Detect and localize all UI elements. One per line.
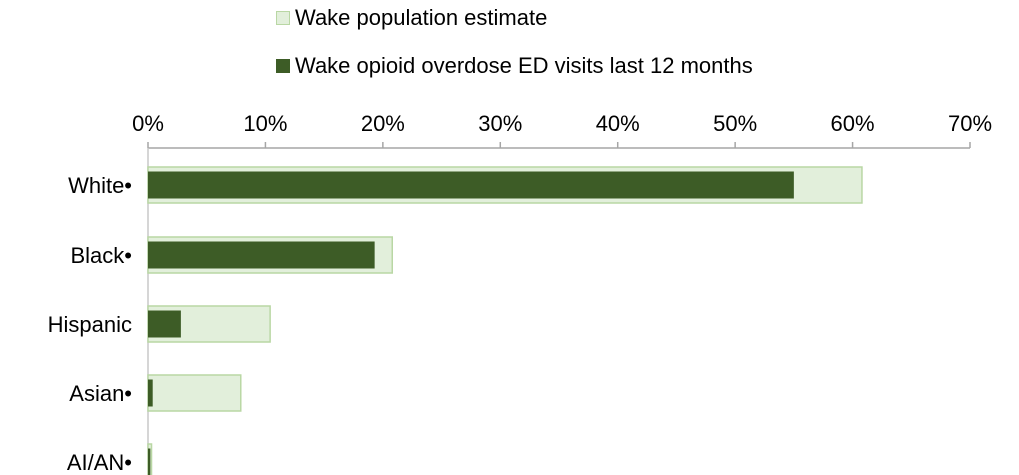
category-label: AI/AN• <box>67 450 132 475</box>
bar-population <box>147 374 242 412</box>
x-tick-label: 70% <box>948 111 992 136</box>
legend-item-population: Wake population estimate <box>276 5 547 31</box>
legend-swatch-ed-visits <box>276 59 290 73</box>
x-axis: 0% 10% 20% 30% 40% 50% 60% 70% <box>132 111 992 475</box>
x-tick-label: 30% <box>478 111 522 136</box>
x-tick-label: 60% <box>831 111 875 136</box>
bar-ed-visits <box>148 241 375 269</box>
x-tick-label: 10% <box>243 111 287 136</box>
category-label: White• <box>68 173 132 198</box>
legend-item-ed-visits: Wake opioid overdose ED visits last 12 m… <box>276 53 753 79</box>
bars <box>147 166 863 475</box>
bar-ed-visits <box>148 310 181 338</box>
bar-ed-visits <box>148 379 153 407</box>
x-tick-label: 40% <box>596 111 640 136</box>
bar-ed-visits <box>148 448 151 475</box>
legend-label-ed-visits: Wake opioid overdose ED visits last 12 m… <box>295 53 753 78</box>
legend-swatch-population <box>276 11 290 25</box>
category-label: Hispanic <box>48 312 132 337</box>
category-labels: White• Black• Hispanic Asian• AI/AN• <box>48 173 132 475</box>
x-tick-label: 0% <box>132 111 164 136</box>
category-label: Black• <box>71 243 133 268</box>
x-tick-label: 20% <box>361 111 405 136</box>
legend-label-population: Wake population estimate <box>295 5 548 30</box>
bar-ed-visits <box>148 171 794 199</box>
category-label: Asian• <box>69 381 132 406</box>
x-tick-label: 50% <box>713 111 757 136</box>
